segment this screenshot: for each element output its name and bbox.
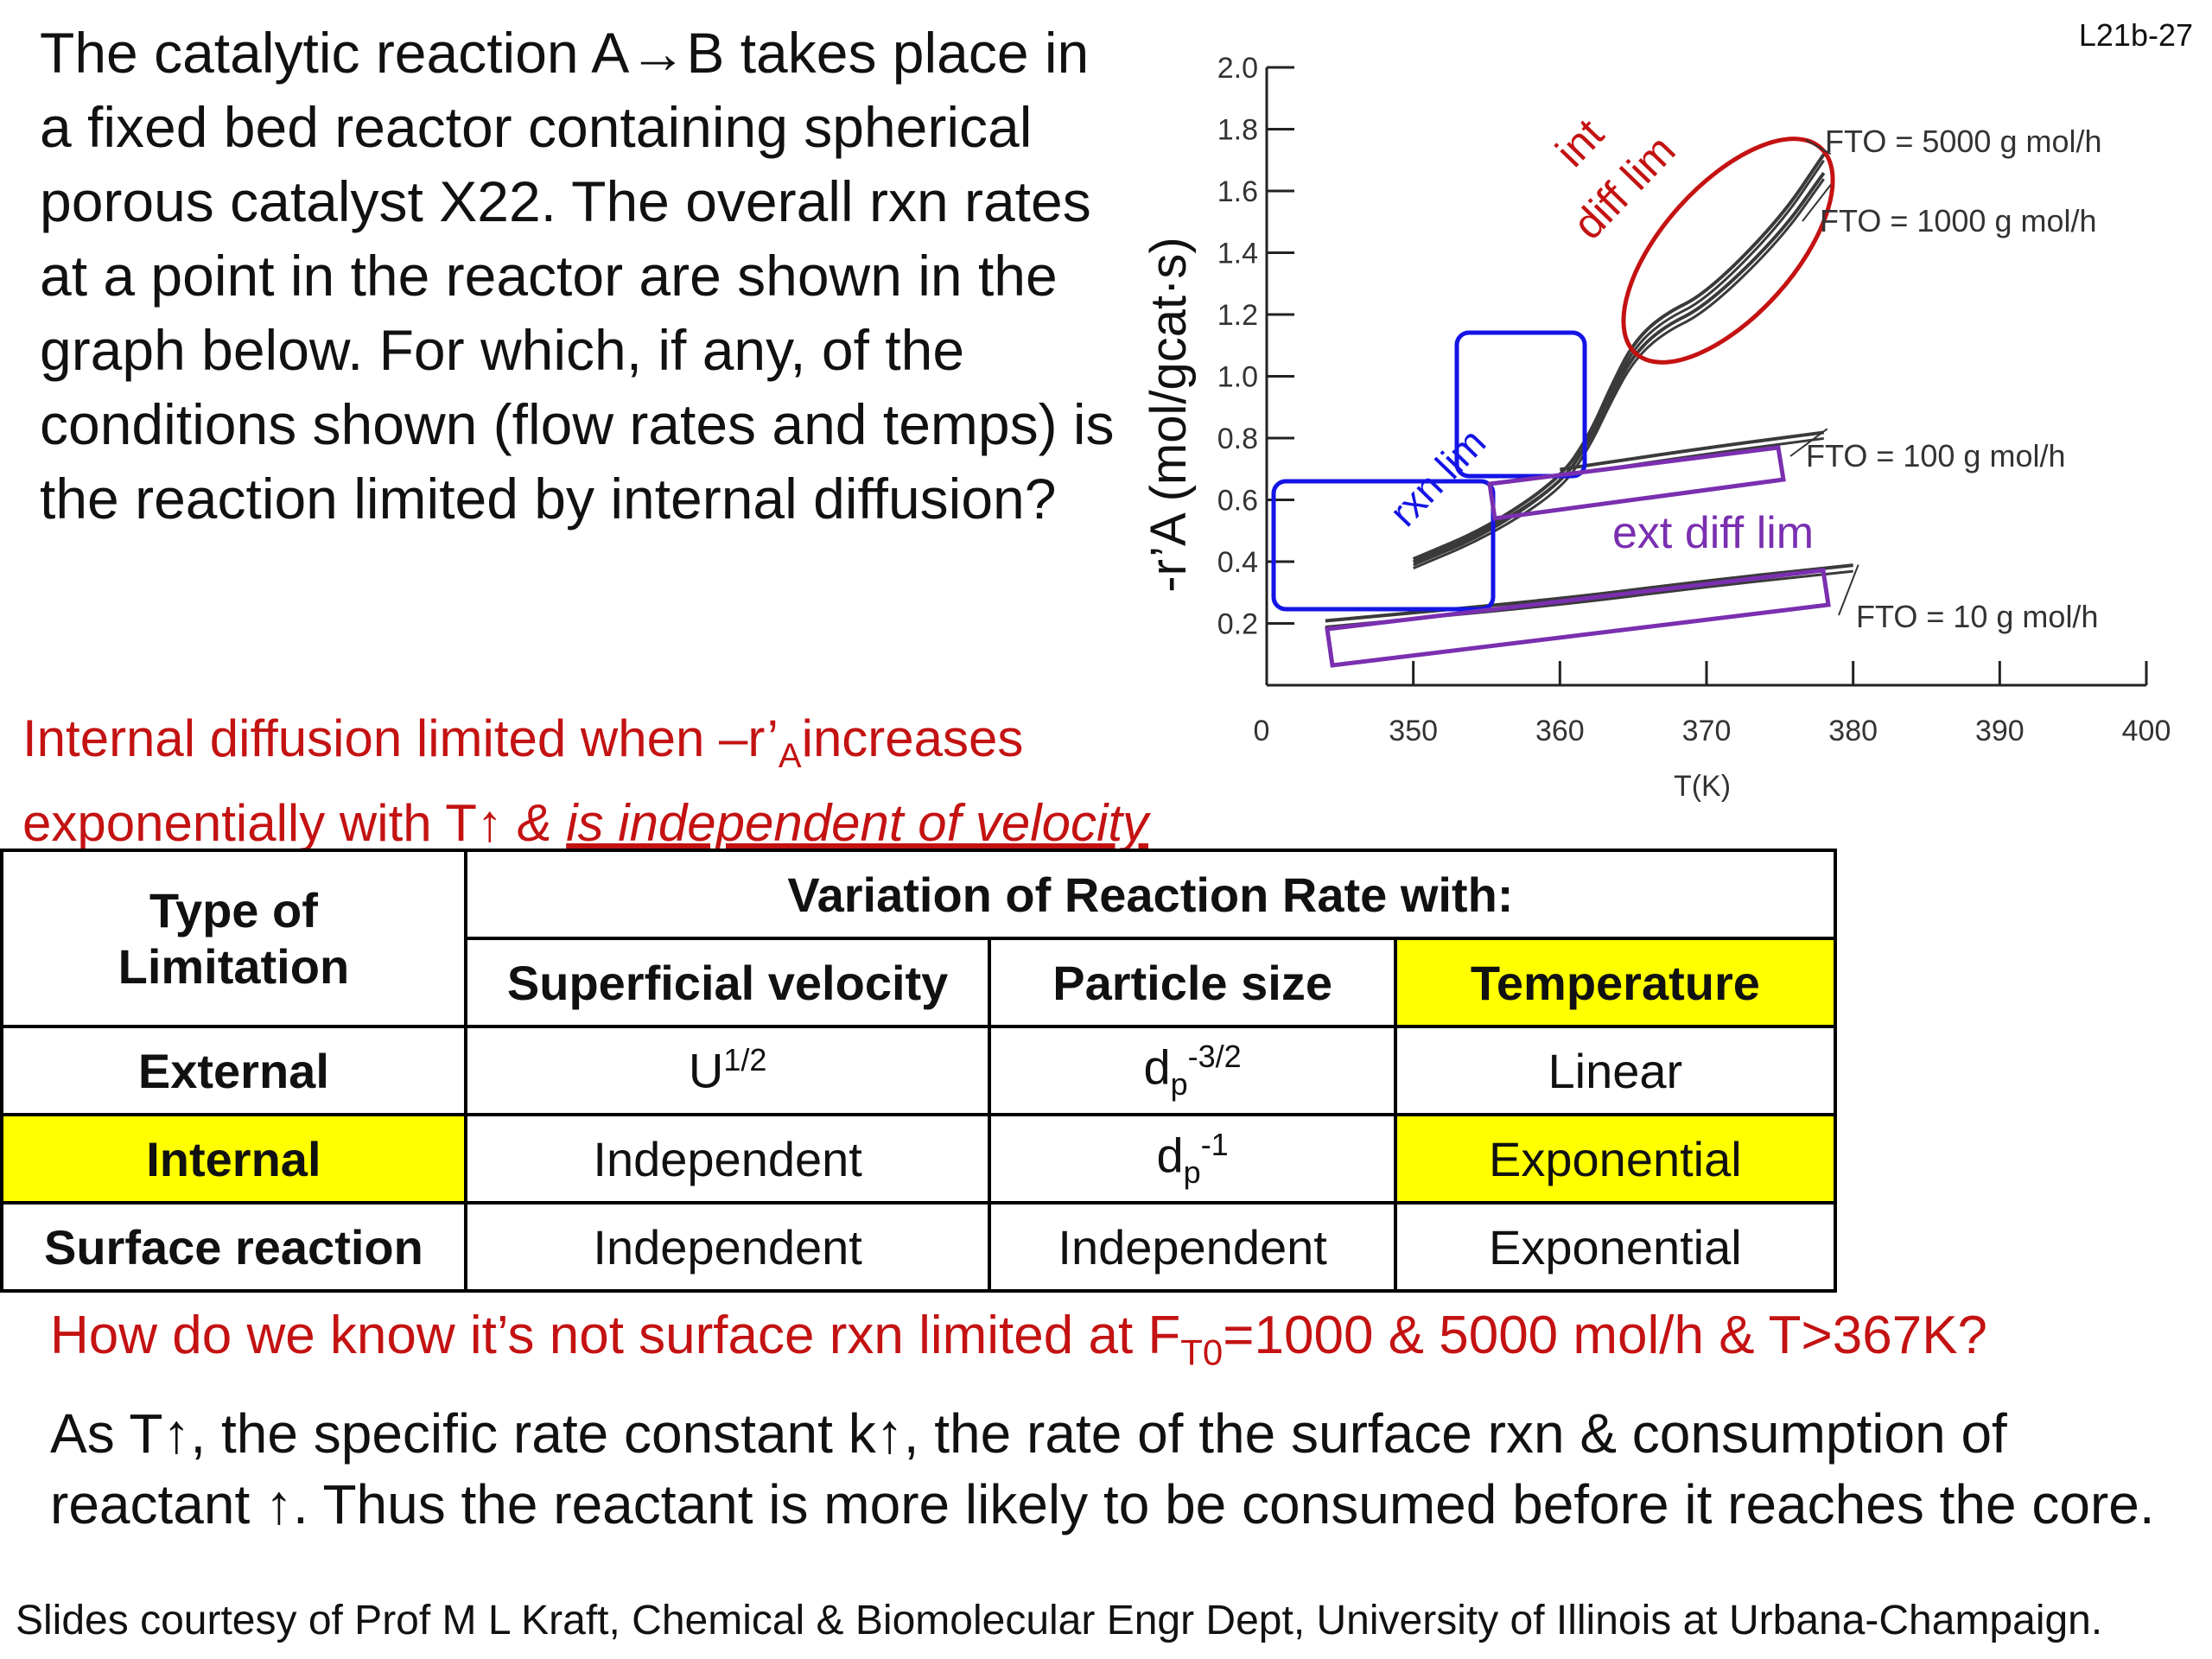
x-tick-label: 380 xyxy=(1828,715,1878,747)
series-line-0 xyxy=(1412,153,1826,561)
rxn-lim-box-mid xyxy=(1454,330,1587,479)
answer-statement: Internal diffusion limited when –r’Aincr… xyxy=(22,705,1148,857)
ext-diff-box-10 xyxy=(1325,568,1831,668)
series-label-3: FTO = 10 g mol/h xyxy=(1856,599,2098,634)
row-header-external: External xyxy=(0,1025,467,1116)
y-axis-label: -r’A (mol/gcat·s) xyxy=(1141,237,1197,592)
cell-surface-velocity: Independent xyxy=(463,1201,992,1293)
limitation-table: Type of Limitation Variation of Reaction … xyxy=(0,849,1838,1293)
chart-ticks: 0.2 0.4 0.6 0.8 1.0 1.2 1.4 1.6 1.8 2.0 350 360 370 3… xyxy=(1217,52,2171,747)
row-header-internal: Internal xyxy=(0,1113,467,1205)
rxn-lim-box-low xyxy=(1271,479,1496,612)
corner-header: Type of Limitation xyxy=(0,849,467,1028)
chart-axes xyxy=(1265,67,2146,687)
y-tick-label: 0.4 xyxy=(1217,546,1258,579)
follow-up-question: How do we know it’s not surface rxn limi… xyxy=(50,1306,1988,1373)
series-label-2: FTO = 100 g mol/h xyxy=(1806,438,2065,474)
question-text: The catalytic reaction A→B takes place i… xyxy=(40,21,1115,531)
y-tick-label: 1.4 xyxy=(1217,238,1258,270)
series-line-inner-0 xyxy=(1413,159,1825,567)
table-row-surface: Surface reaction Independent Independent… xyxy=(0,1201,1838,1293)
series-line-1 xyxy=(1412,171,1826,564)
answer-line-1: Internal diffusion limited when –r’Aincr… xyxy=(22,709,1024,775)
y-tick-label: 1.0 xyxy=(1217,361,1258,394)
y-tick-label: 1.2 xyxy=(1217,299,1258,332)
col-header-velocity: Superficial velocity xyxy=(463,937,992,1028)
y-tick-label: 0.2 xyxy=(1217,608,1258,641)
cell-external-temperature: Linear xyxy=(1393,1025,1838,1116)
rate-vs-temperature-chart: 0.2 0.4 0.6 0.8 1.0 1.2 1.4 1.6 1.8 2.0 350 360 370 3… xyxy=(1141,52,2171,803)
series-line-3 xyxy=(1325,563,1853,623)
table-row-external: External U1/2 dp-3/2 Linear xyxy=(0,1025,1838,1116)
y-tick-label: 1.6 xyxy=(1217,175,1258,208)
y-tick-label: 0.8 xyxy=(1217,423,1258,455)
chart-labels: T(K) -r’A (mol/gcat·s) FTO = 5000 g mol/h F… xyxy=(1141,110,2102,803)
y-tick-label: 1.8 xyxy=(1217,114,1258,147)
answer-line-2: exponentially with T↑ & is independent o… xyxy=(22,794,1149,852)
cell-external-size: dp-3/2 xyxy=(988,1025,1397,1116)
table-row-internal: Internal Independent dp-1 Exponential xyxy=(0,1113,1838,1205)
ext-diff-box-100 xyxy=(1487,445,1786,521)
x-tick-label: 370 xyxy=(1682,715,1732,747)
x-tick-label: 360 xyxy=(1535,715,1585,747)
x-tick-label: 390 xyxy=(1975,715,2024,747)
slide-number: L21b-27 xyxy=(2078,17,2193,53)
x-tick-label: 350 xyxy=(1389,715,1438,747)
series-label-1: FTO = 1000 g mol/h xyxy=(1820,203,2097,238)
series-line-2 xyxy=(1560,430,1824,472)
cell-internal-size: dp-1 xyxy=(988,1113,1397,1205)
cell-surface-temperature: Exponential xyxy=(1393,1201,1838,1293)
cell-internal-temperature: Exponential xyxy=(1393,1113,1838,1205)
x-origin-label: 0 xyxy=(1254,715,1270,747)
row-header-surface: Surface reaction xyxy=(0,1201,467,1293)
int-diff-label-1: int xyxy=(1547,110,1613,176)
group-header: Variation of Reaction Rate with: xyxy=(463,849,1838,940)
series-label-0: FTO = 5000 g mol/h xyxy=(1825,124,2102,159)
series-line-inner-1 xyxy=(1413,178,1825,569)
cell-external-velocity: U1/2 xyxy=(463,1025,992,1116)
series-leader-2 xyxy=(1789,428,1828,457)
y-tick-label: 2.0 xyxy=(1217,52,1258,85)
ext-diff-label: ext diff lim xyxy=(1612,508,1814,558)
explanation-text: As T↑, the specific rate constant k↑, th… xyxy=(50,1402,2155,1535)
col-header-particle-size: Particle size xyxy=(988,937,1397,1028)
y-tick-label: 0.6 xyxy=(1217,485,1258,518)
x-axis-label: T(K) xyxy=(1674,770,1731,803)
cell-surface-size: Independent xyxy=(988,1201,1397,1293)
series-leader-1 xyxy=(1802,184,1832,222)
col-header-temperature: Temperature xyxy=(1393,937,1838,1028)
credit-line: Slides courtesy of Prof M L Kraft, Chemi… xyxy=(16,1598,2103,1643)
cell-internal-velocity: Independent xyxy=(463,1113,992,1205)
x-tick-label: 400 xyxy=(2122,715,2171,747)
chart-overlays xyxy=(1271,137,1835,668)
series-leader-3 xyxy=(1838,564,1859,616)
series-leader-0 xyxy=(1805,139,1832,155)
